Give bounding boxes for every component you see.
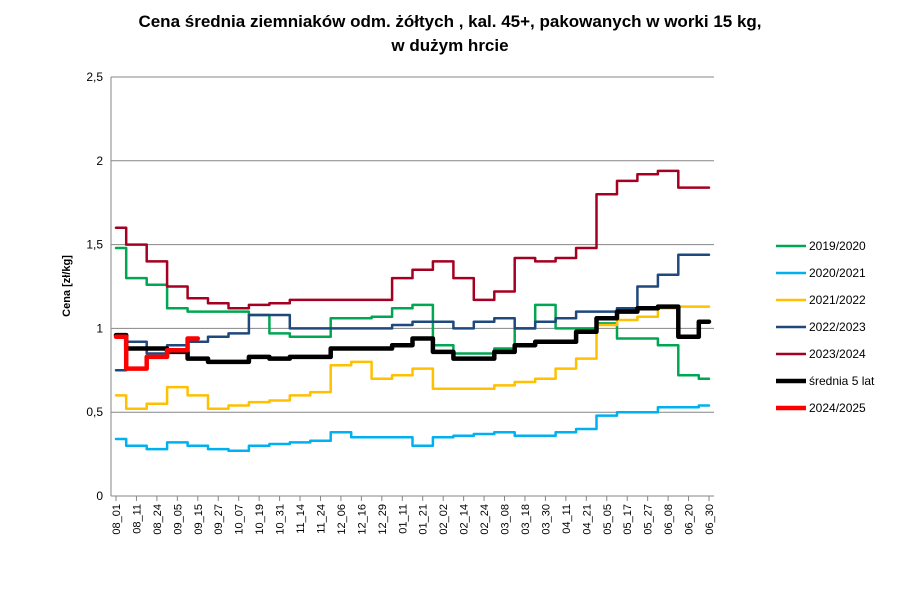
legend-label-1: 2019/2020 — [809, 239, 866, 253]
series-line-7 — [113, 334, 201, 371]
legend-label-2: 2020/2021 — [809, 266, 866, 280]
x-tick-label: 02_14 — [459, 504, 471, 535]
x-tick-label: 01_11 — [397, 504, 409, 534]
y-tick-label: 0 — [96, 489, 103, 503]
series-line-1 — [114, 246, 711, 380]
series-line-2 — [114, 404, 711, 452]
x-tick-label: 06_08 — [663, 504, 675, 535]
x-tick-label: 08_01 — [111, 504, 123, 535]
chart-title-line-2: w dużym hrcie — [391, 36, 509, 55]
x-tick-label: 08_24 — [152, 504, 164, 535]
y-axis-label: Cena [zł/kg] — [61, 255, 73, 317]
x-tick-label: 10_07 — [234, 504, 246, 535]
y-tick-label: 2,5 — [86, 70, 103, 84]
x-tick-label: 02_24 — [479, 504, 491, 535]
x-tick-label: 09_27 — [213, 504, 225, 535]
y-tick-label: 2 — [96, 154, 103, 168]
legend-label-3: 2021/2022 — [809, 293, 866, 307]
legend-label-4: 2022/2023 — [809, 320, 866, 334]
x-tick-label: 05_27 — [643, 504, 655, 535]
x-tick-label: 12_16 — [356, 504, 368, 535]
chart-title: Cena średnia ziemniaków odm. żółtych , k… — [90, 10, 810, 58]
x-tick-label: 11_14 — [295, 504, 307, 534]
x-tick-label: 09_15 — [193, 504, 205, 535]
x-tick-label: 10_31 — [275, 504, 287, 535]
x-tick-label: 09_05 — [172, 504, 184, 535]
chart-title-line-1: Cena średnia ziemniaków odm. żółtych , k… — [138, 12, 762, 31]
x-tick-label: 03_08 — [500, 504, 512, 535]
legend-label-5: 2023/2024 — [809, 347, 866, 361]
x-tick-label: 01_21 — [418, 504, 430, 535]
y-tick-label: 1,5 — [86, 238, 103, 252]
legend-label-6: średnia 5 lat — [809, 374, 875, 388]
series-line-6 — [113, 304, 712, 365]
x-tick-label: 06_20 — [684, 504, 696, 535]
x-tick-label: 06_30 — [704, 504, 716, 535]
series-lines — [113, 169, 712, 452]
x-tick-label: 11_24 — [315, 504, 327, 534]
x-tick-label: 08_11 — [131, 504, 143, 534]
gridlines — [111, 76, 714, 413]
x-tick-label: 02_02 — [438, 504, 450, 535]
y-tick-label: 0,5 — [86, 405, 103, 419]
series-line-5 — [114, 169, 711, 310]
legend: 2019/2020 2020/2021 2021/2022 2022/2023 2023… — [776, 239, 875, 415]
x-tick-label: 12_06 — [336, 504, 348, 535]
x-tick-label: 03_18 — [520, 504, 532, 535]
x-tick-label: 04_11 — [561, 504, 573, 534]
x-tick-label: 05_05 — [602, 504, 614, 535]
legend-label-7: 2024/2025 — [809, 401, 866, 415]
x-tick-label: 04_21 — [581, 504, 593, 535]
x-tick-label: 12_29 — [377, 504, 389, 535]
axes: 0 0,5 1 1,5 2 2,5 08_01 08_11 08_24 09_05 09_15 09_… — [86, 70, 716, 535]
y-tick-label: 1 — [96, 321, 103, 335]
series-line-3 — [114, 305, 711, 411]
x-tick-label: 05_17 — [622, 504, 634, 535]
x-tick-label: 03_30 — [540, 504, 552, 535]
x-tick-label: 10_19 — [254, 504, 266, 535]
